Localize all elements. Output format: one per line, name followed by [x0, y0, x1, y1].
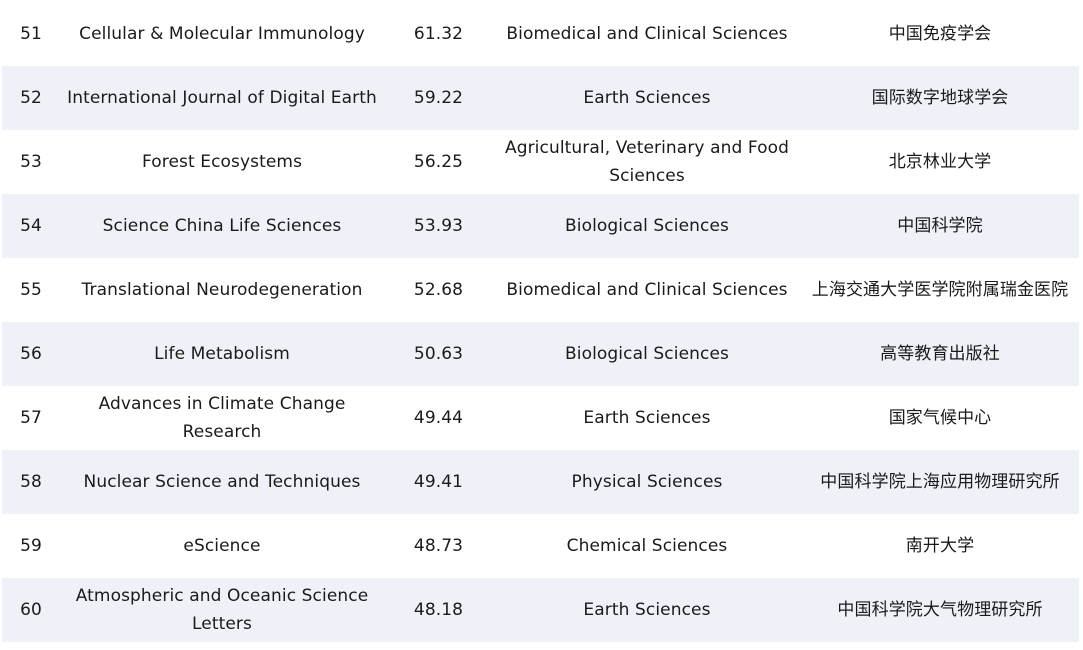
publisher-cell: 上海交通大学医学院附属瑞金医院 [801, 258, 1079, 322]
journal-cell: Atmospheric and Oceanic Science Letters [60, 578, 384, 642]
table-row: 59 eScience 48.73 Chemical Sciences 南开大学 [2, 514, 1079, 578]
field-cell: Physical Sciences [493, 450, 801, 514]
publisher-cell: 北京林业大学 [801, 130, 1079, 194]
field-cell: Agricultural, Veterinary and Food Scienc… [493, 130, 801, 194]
table-row: 52 International Journal of Digital Eart… [2, 66, 1079, 130]
journal-cell: Life Metabolism [60, 322, 384, 386]
table-row: 57 Advances in Climate Change Research 4… [2, 386, 1079, 450]
score-cell: 49.44 [384, 386, 493, 450]
publisher-cell: 中国免疫学会 [801, 2, 1079, 66]
field-cell: Biomedical and Clinical Sciences [493, 2, 801, 66]
score-cell: 49.41 [384, 450, 493, 514]
table-row: 58 Nuclear Science and Techniques 49.41 … [2, 450, 1079, 514]
score-cell: 59.22 [384, 66, 493, 130]
rank-cell: 60 [2, 578, 60, 642]
rank-cell: 53 [2, 130, 60, 194]
field-cell: Biological Sciences [493, 322, 801, 386]
journal-cell: Advances in Climate Change Research [60, 386, 384, 450]
publisher-cell: 中国科学院大气物理研究所 [801, 578, 1079, 642]
table-body: 51 Cellular & Molecular Immunology 61.32… [2, 2, 1079, 642]
rank-cell: 51 [2, 2, 60, 66]
table-row: 51 Cellular & Molecular Immunology 61.32… [2, 2, 1079, 66]
rank-cell: 57 [2, 386, 60, 450]
field-cell: Biomedical and Clinical Sciences [493, 258, 801, 322]
table-row: 56 Life Metabolism 50.63 Biological Scie… [2, 322, 1079, 386]
score-cell: 56.25 [384, 130, 493, 194]
publisher-cell: 国际数字地球学会 [801, 66, 1079, 130]
score-cell: 61.32 [384, 2, 493, 66]
publisher-cell: 南开大学 [801, 514, 1079, 578]
rank-cell: 59 [2, 514, 60, 578]
rank-cell: 56 [2, 322, 60, 386]
score-cell: 48.73 [384, 514, 493, 578]
table-row: 54 Science China Life Sciences 53.93 Bio… [2, 194, 1079, 258]
table-row: 53 Forest Ecosystems 56.25 Agricultural,… [2, 130, 1079, 194]
rank-cell: 58 [2, 450, 60, 514]
journal-cell: Translational Neurodegeneration [60, 258, 384, 322]
field-cell: Earth Sciences [493, 578, 801, 642]
journal-cell: Forest Ecosystems [60, 130, 384, 194]
table-row: 60 Atmospheric and Oceanic Science Lette… [2, 578, 1079, 642]
publisher-cell: 国家气候中心 [801, 386, 1079, 450]
score-cell: 48.18 [384, 578, 493, 642]
journal-cell: International Journal of Digital Earth [60, 66, 384, 130]
journal-cell: Cellular & Molecular Immunology [60, 2, 384, 66]
journal-cell: Science China Life Sciences [60, 194, 384, 258]
field-cell: Biological Sciences [493, 194, 801, 258]
publisher-cell: 中国科学院上海应用物理研究所 [801, 450, 1079, 514]
journal-ranking-table: 51 Cellular & Molecular Immunology 61.32… [2, 2, 1079, 642]
field-cell: Earth Sciences [493, 386, 801, 450]
score-cell: 52.68 [384, 258, 493, 322]
publisher-cell: 高等教育出版社 [801, 322, 1079, 386]
publisher-cell: 中国科学院 [801, 194, 1079, 258]
score-cell: 50.63 [384, 322, 493, 386]
field-cell: Earth Sciences [493, 66, 801, 130]
rank-cell: 55 [2, 258, 60, 322]
journal-cell: Nuclear Science and Techniques [60, 450, 384, 514]
table-row: 55 Translational Neurodegeneration 52.68… [2, 258, 1079, 322]
field-cell: Chemical Sciences [493, 514, 801, 578]
rank-cell: 54 [2, 194, 60, 258]
score-cell: 53.93 [384, 194, 493, 258]
journal-cell: eScience [60, 514, 384, 578]
rank-cell: 52 [2, 66, 60, 130]
